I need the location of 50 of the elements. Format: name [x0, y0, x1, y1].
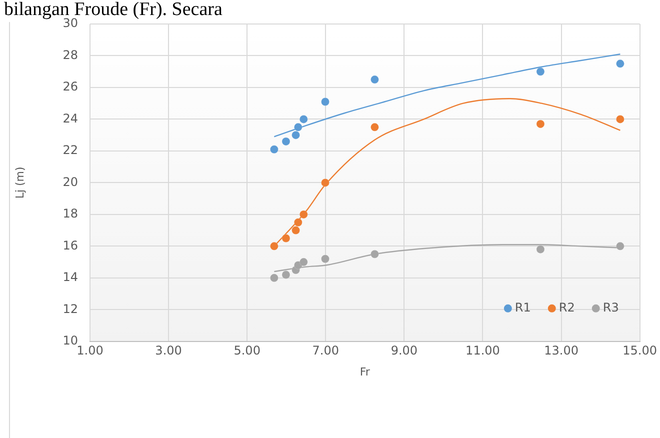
y-tick-label: 30: [62, 16, 78, 30]
x-tick-label: 5.00: [234, 344, 260, 358]
line-series: [274, 54, 621, 138]
point: [616, 114, 624, 124]
y-tick-label: 14: [62, 270, 78, 284]
y-tick-label: 22: [62, 143, 78, 158]
x-axis-title: Fr: [360, 365, 370, 378]
point: [282, 137, 290, 146]
y-tick-label: 16: [62, 238, 78, 252]
point: [294, 122, 302, 132]
x-tick-label: 3.00: [155, 344, 182, 358]
point: [270, 145, 278, 154]
x-tick-label: 15.00: [622, 344, 658, 358]
y-axis-title: Lj (m): [13, 166, 26, 199]
y-tick-label: 20: [62, 174, 78, 189]
point: [370, 250, 379, 258]
y-tick-label: 12: [62, 302, 78, 316]
legend-label: R1: [514, 300, 531, 315]
point: [320, 178, 330, 187]
point: [370, 75, 379, 84]
y-tick-label: 24: [62, 111, 78, 126]
legend-label: R2: [558, 300, 575, 315]
point: [370, 122, 379, 132]
point: [616, 242, 624, 250]
point: [292, 226, 300, 235]
point: [294, 218, 302, 227]
x-tick-label: 7.00: [312, 344, 339, 358]
point: [536, 120, 545, 128]
y-tick-label: 28: [62, 48, 78, 62]
point: [536, 67, 545, 76]
point: [299, 114, 308, 124]
point: [270, 242, 278, 250]
point: [282, 234, 290, 242]
point: [282, 270, 290, 279]
legend-label: R3: [602, 300, 619, 315]
point: [270, 274, 278, 282]
point: [320, 98, 330, 106]
x-tick-label: 13.00: [544, 344, 578, 358]
x-tick-label: 1.00: [76, 344, 104, 358]
point: [292, 130, 300, 140]
point: [320, 254, 330, 264]
y-tick-label: 26: [62, 80, 78, 94]
x-tick-label: 11.00: [466, 344, 500, 358]
point: [299, 210, 308, 219]
x-tick-label: 9.00: [390, 344, 418, 358]
point: [536, 245, 545, 254]
point: [299, 258, 308, 266]
y-tick-label: 10: [62, 334, 78, 348]
point: [616, 59, 624, 68]
y-tick-label: 18: [62, 206, 78, 221]
